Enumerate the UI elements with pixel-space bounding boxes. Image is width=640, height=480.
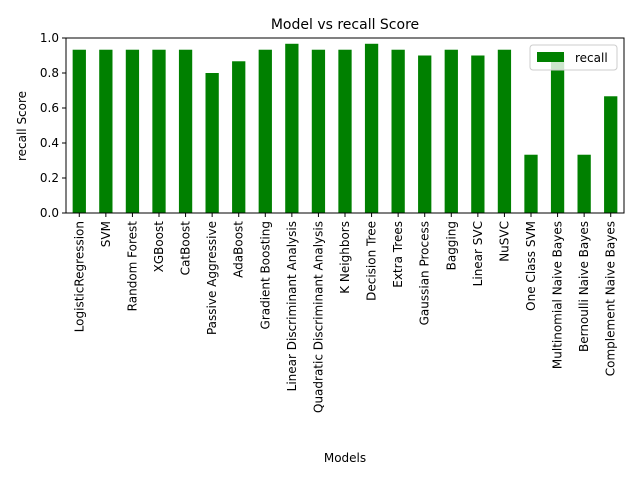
y-tick-label-4: 0.8 — [40, 66, 59, 80]
bar-6 — [232, 61, 246, 214]
x-tick-label-11: Decision Tree — [365, 221, 379, 301]
bars-layer — [72, 43, 618, 214]
bar-17 — [524, 154, 538, 213]
x-tick-label-1: SVM — [99, 221, 113, 247]
y-tick-label-0: 0.0 — [40, 206, 59, 220]
bar-2 — [125, 49, 140, 213]
x-tick-label-12: Extra Trees — [391, 221, 405, 288]
y-tick-label-5: 1.0 — [40, 31, 59, 45]
x-tick-label-2: Random Forest — [125, 221, 139, 312]
x-tick-label-5: Passive Aggressive — [205, 221, 219, 335]
legend-label: recall — [575, 51, 608, 65]
bar-0 — [72, 49, 86, 213]
x-tick-label-13: Gaussian Process — [418, 221, 432, 325]
y-axis-ticks: 0.0 0.2 0.4 0.6 0.8 1.0 — [40, 31, 66, 220]
x-tick-label-20: Complement Naive Bayes — [604, 221, 618, 376]
chart-title: Model vs recall Score — [271, 17, 419, 33]
x-tick-label-14: Bagging — [444, 221, 458, 270]
x-tick-label-6: AdaBoost — [232, 221, 246, 278]
x-tick-label-15: Linear SVC — [471, 221, 485, 286]
legend-box — [529, 44, 618, 71]
x-tick-label-17: One Class SVM — [524, 221, 538, 311]
x-tick-label-4: CatBoost — [179, 221, 193, 276]
bar-15 — [471, 55, 485, 213]
bar-9 — [311, 49, 326, 213]
bar-11 — [364, 43, 379, 214]
bar-10 — [338, 49, 352, 213]
bar-8 — [285, 43, 299, 214]
legend-swatch — [537, 52, 564, 62]
x-tick-label-18: Multinomial Naive Bayes — [551, 221, 565, 369]
y-tick-label-1: 0.2 — [40, 171, 59, 185]
x-tick-label-16: NuSVC — [497, 221, 511, 262]
bar-4 — [178, 49, 193, 213]
x-axis-ticks: LogisticRegression SVM Random Forest XGBoos… — [72, 213, 618, 413]
y-axis-label: recall Score — [15, 91, 29, 161]
bar-20 — [604, 96, 618, 213]
x-tick-label-9: Quadratic Discriminant Analysis — [311, 221, 325, 413]
bar-1 — [99, 49, 113, 213]
x-tick-label-7: Gradient Boosting — [258, 221, 272, 329]
y-tick-label-2: 0.4 — [40, 136, 59, 150]
legend: recall — [529, 44, 618, 71]
x-tick-label-10: K Neighbors — [338, 221, 352, 294]
bar-13 — [418, 55, 432, 213]
x-axis-label: Models — [324, 451, 366, 465]
bar-16 — [497, 49, 512, 213]
bar-3 — [152, 49, 166, 213]
y-tick-label-3: 0.6 — [40, 101, 59, 115]
plot-area-frame — [65, 37, 625, 214]
bar-18 — [550, 55, 565, 213]
bar-19 — [577, 154, 591, 213]
x-tick-label-8: Linear Discriminant Analysis — [285, 221, 299, 391]
bar-5 — [205, 73, 219, 213]
bar-14 — [444, 49, 458, 213]
bar-12 — [391, 49, 405, 213]
x-tick-label-3: XGBoost — [152, 221, 166, 273]
x-tick-label-19: Bernoulli Naive Bayes — [577, 221, 591, 352]
x-tick-label-0: LogisticRegression — [72, 221, 86, 332]
bar-7 — [258, 49, 272, 213]
